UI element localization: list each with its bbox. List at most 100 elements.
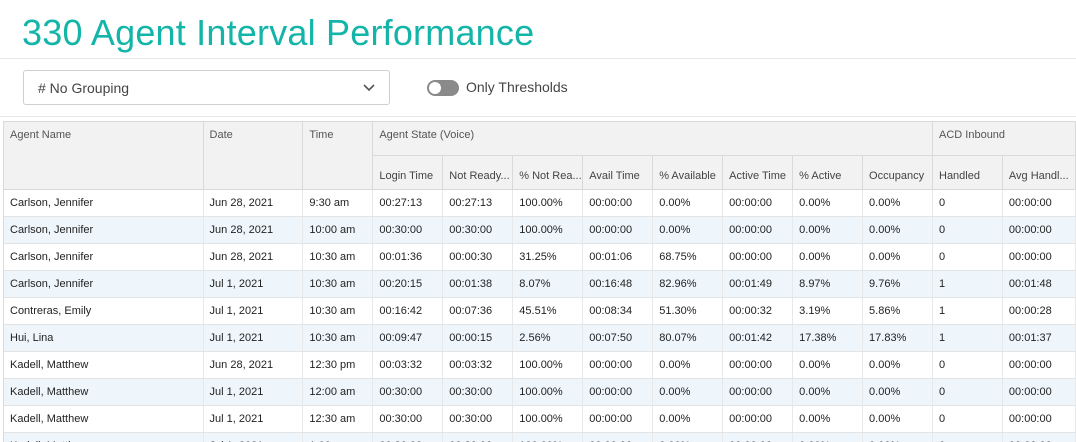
cell-active-time: 00:01:42 [722,324,794,352]
col-header-date[interactable]: Date [203,121,304,190]
col-header-agent-name[interactable]: Agent Name [3,121,204,190]
cell-handled: 0 [932,216,1003,244]
cell-active-time: 00:00:32 [722,297,794,325]
only-thresholds-toggle[interactable] [427,80,459,96]
cell-avail-time: 00:07:50 [582,324,654,352]
col-header-not-ready[interactable]: Not Ready... [442,155,514,190]
cell-avail-time: 00:08:34 [582,297,654,325]
cell-not-ready: 00:30:00 [442,405,514,433]
cell-pct-active: 0.00% [792,351,864,379]
cell-time: 12:30 am [302,405,374,433]
grouping-select[interactable]: # No Grouping [23,70,390,105]
table-row[interactable]: Contreras, Emily Jul 1, 2021 10:30 am 00:16… [3,297,1076,325]
col-header-handled[interactable]: Handled [932,155,1003,190]
cell-occupancy: 9.76% [862,270,933,298]
cell-login-time: 00:30:00 [372,432,444,442]
col-header-avail-time[interactable]: Avail Time [582,155,654,190]
col-header-avg-handle[interactable]: Avg Handl... [1002,155,1076,190]
cell-time: 10:30 am [302,324,374,352]
cell-avg-handle: 00:00:00 [1002,243,1076,271]
table-row[interactable]: Kadell, Matthew Jul 1, 2021 12:30 am 00:30:… [3,405,1076,433]
col-header-occupancy[interactable]: Occupancy [862,155,933,190]
cell-pct-not-ready: 2.56% [512,324,584,352]
cell-date: Jul 1, 2021 [203,405,304,433]
cell-active-time: 00:00:00 [722,216,794,244]
cell-pct-not-ready: 8.07% [512,270,584,298]
col-header-pct-active[interactable]: % Active [792,155,864,190]
cell-avail-time: 00:16:48 [582,270,654,298]
col-header-pct-not-ready[interactable]: % Not Rea... [512,155,584,190]
cell-occupancy: 0.00% [862,189,933,217]
cell-pct-available: 0.00% [652,351,724,379]
cell-login-time: 00:30:00 [372,378,444,406]
cell-pct-active: 0.00% [792,432,864,442]
cell-pct-available: 80.07% [652,324,724,352]
cell-agent-name: Carlson, Jennifer [3,189,204,217]
cell-handled: 0 [932,405,1003,433]
cell-handled: 0 [932,432,1003,442]
cell-occupancy: 0.00% [862,351,933,379]
cell-date: Jun 28, 2021 [203,351,304,379]
cell-date: Jun 28, 2021 [203,189,304,217]
cell-active-time: 00:00:00 [722,351,794,379]
cell-pct-active: 0.00% [792,378,864,406]
col-header-active-time[interactable]: Active Time [722,155,794,190]
table-row[interactable]: Carlson, Jennifer Jun 28, 2021 10:00 am 00:… [3,216,1076,244]
cell-agent-name: Contreras, Emily [3,297,204,325]
cell-pct-not-ready: 31.25% [512,243,584,271]
cell-agent-name: Kadell, Matthew [3,432,204,442]
cell-agent-name: Kadell, Matthew [3,405,204,433]
cell-active-time: 00:00:00 [722,243,794,271]
cell-pct-not-ready: 100.00% [512,351,584,379]
cell-pct-active: 0.00% [792,189,864,217]
cell-date: Jun 28, 2021 [203,243,304,271]
table-row[interactable]: Carlson, Jennifer Jun 28, 2021 10:30 am 00:… [3,243,1076,271]
cell-pct-active: 0.00% [792,216,864,244]
cell-avg-handle: 00:00:00 [1002,378,1076,406]
cell-active-time: 00:00:00 [722,405,794,433]
cell-time: 9:30 am [302,189,374,217]
table-row[interactable]: Kadell, Matthew Jun 28, 2021 12:30 pm 00:03… [3,351,1076,379]
cell-avg-handle: 00:00:00 [1002,216,1076,244]
cell-agent-name: Carlson, Jennifer [3,216,204,244]
cell-avg-handle: 00:00:00 [1002,432,1076,442]
cell-login-time: 00:30:00 [372,405,444,433]
cell-pct-active: 17.38% [792,324,864,352]
cell-agent-name: Hui, Lina [3,324,204,352]
cell-not-ready: 00:27:13 [442,189,514,217]
cell-login-time: 00:09:47 [372,324,444,352]
cell-avail-time: 00:00:00 [582,405,654,433]
cell-pct-active: 0.00% [792,405,864,433]
cell-handled: 0 [932,378,1003,406]
cell-pct-available: 51.30% [652,297,724,325]
cell-pct-available: 0.00% [652,432,724,442]
col-header-pct-available[interactable]: % Available [652,155,724,190]
cell-time: 1:00 am [302,432,374,442]
cell-pct-available: 0.00% [652,216,724,244]
col-header-login-time[interactable]: Login Time [372,155,444,190]
table-row[interactable]: Kadell, Matthew Jul 1, 2021 12:00 am 00:30:… [3,378,1076,406]
table-row[interactable]: Carlson, Jennifer Jun 28, 2021 9:30 am 00:2… [3,189,1076,217]
cell-pct-available: 0.00% [652,378,724,406]
cell-pct-not-ready: 100.00% [512,405,584,433]
cell-time: 10:30 am [302,297,374,325]
cell-avail-time: 00:00:00 [582,351,654,379]
cell-avg-handle: 00:01:37 [1002,324,1076,352]
group-header-acd-inbound: ACD Inbound [932,121,1076,156]
table-row[interactable]: Carlson, Jennifer Jul 1, 2021 10:30 am 00:2… [3,270,1076,298]
cell-active-time: 00:00:00 [722,378,794,406]
cell-occupancy: 0.00% [862,243,933,271]
col-header-time[interactable]: Time [302,121,374,190]
cell-not-ready: 00:03:32 [442,351,514,379]
cell-handled: 1 [932,297,1003,325]
cell-not-ready: 00:07:36 [442,297,514,325]
cell-pct-available: 0.00% [652,189,724,217]
table-row[interactable]: Hui, Lina Jul 1, 2021 10:30 am 00:09:47 00:0… [3,324,1076,352]
cell-date: Jul 1, 2021 [203,270,304,298]
cell-pct-active: 0.00% [792,243,864,271]
cell-pct-not-ready: 100.00% [512,378,584,406]
cell-pct-available: 0.00% [652,405,724,433]
performance-table-container[interactable]: Agent Name Date Time Agent State (Voice)… [3,121,1076,442]
cell-time: 12:30 pm [302,351,374,379]
